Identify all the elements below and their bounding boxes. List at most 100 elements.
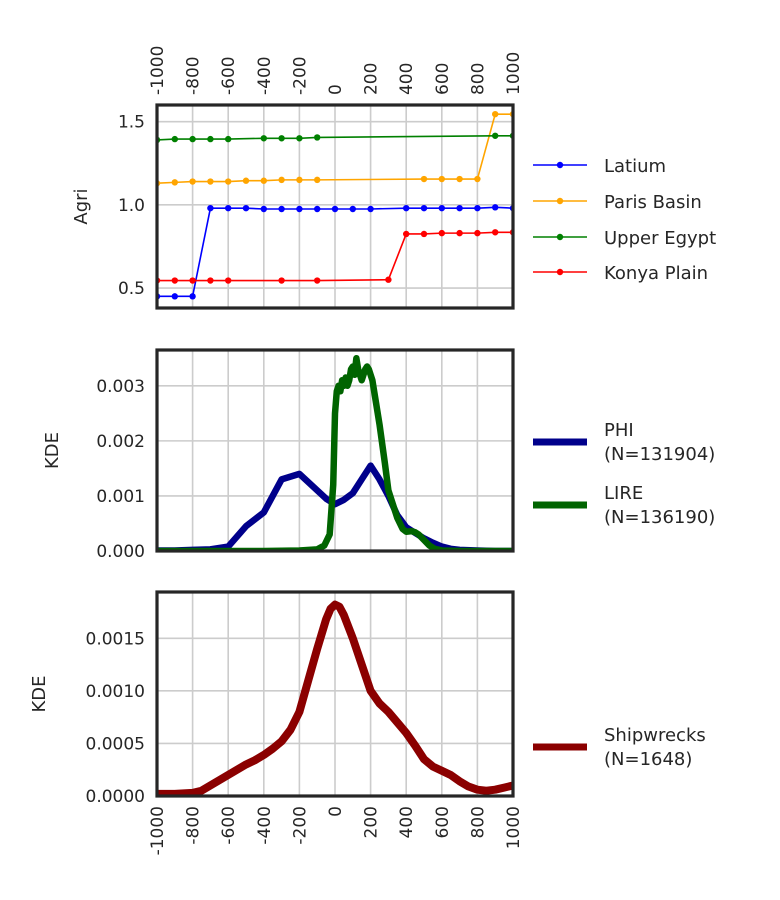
legend-count: (N=131904): [604, 444, 715, 465]
data-point: [314, 176, 321, 184]
y-tick-label: 0.000: [96, 542, 145, 562]
x-tick-label: -800: [184, 56, 204, 95]
data-point: [225, 277, 232, 284]
x-tick-label: -400: [255, 806, 275, 845]
data-point: [278, 135, 285, 142]
y-tick-label: 0.0005: [86, 734, 145, 754]
data-point: [438, 229, 445, 237]
x-tick-label: 0: [326, 806, 346, 817]
data-point: [189, 277, 196, 284]
legend-item: Paris Basin: [533, 192, 702, 213]
data-point: [474, 229, 481, 237]
y-tick-label: 0.0010: [86, 682, 145, 702]
data-point: [171, 135, 178, 143]
axes-frame: [155, 103, 515, 310]
x-tick-label: 1000: [504, 52, 524, 95]
shipwrecks-kde-panel: 0.0000 0.0005 0.0010 0.0015 -1000 -800 -600 -40…: [29, 590, 706, 855]
data-point: [492, 110, 499, 118]
series-group: [157, 600, 513, 796]
legend: PHI (N=131904) LIRE (N=136190): [533, 420, 715, 528]
x-tick-label: -600: [219, 56, 239, 95]
legend-item: Konya Plain: [533, 263, 708, 284]
data-point: [296, 135, 303, 142]
x-tick-label: 600: [433, 63, 453, 95]
data-point: [331, 205, 339, 213]
legend-marker: [556, 233, 564, 241]
x-tick-label: -1000: [148, 46, 168, 95]
data-point: [260, 135, 267, 142]
axes-frame: [155, 348, 515, 553]
y-axis-label: KDE: [29, 675, 50, 712]
data-point: [189, 178, 196, 185]
data-point: [189, 293, 196, 300]
series-group: [157, 110, 513, 300]
data-point: [171, 277, 178, 284]
data-point: [189, 135, 196, 143]
x-tick-label: -400: [255, 56, 275, 95]
series-group: [157, 355, 513, 551]
legend-label: Upper Egypt: [604, 228, 716, 249]
legend-label: Konya Plain: [604, 263, 708, 284]
x-tick-label: 0: [326, 84, 346, 95]
data-point: [492, 204, 499, 211]
data-point: [242, 204, 250, 212]
data-point: [207, 135, 214, 143]
data-point: [420, 204, 428, 212]
legend-label: Latium: [604, 156, 666, 177]
legend: Shipwrecks (N=1648): [533, 725, 706, 770]
data-point: [296, 176, 303, 184]
y-tick-label: 1.0: [118, 196, 145, 216]
series-line-paris-basin: [157, 113, 513, 184]
legend-label: Shipwrecks: [604, 725, 706, 746]
x-tick-label: 200: [362, 63, 382, 95]
data-point: [438, 175, 445, 183]
y-tick-label: 0.002: [96, 432, 145, 452]
inscriptions-kde-panel: 0.000 0.001 0.002 0.003 KDE PHI (N=131904) LIRE…: [42, 348, 715, 562]
series-line-phi: [157, 462, 513, 551]
data-point: [278, 205, 285, 213]
data-point: [456, 204, 463, 212]
y-tick-label: 1.5: [118, 113, 145, 133]
legend-marker: [556, 268, 564, 276]
data-point: [403, 204, 410, 212]
data-point: [420, 175, 428, 183]
data-point: [171, 179, 178, 186]
x-tick-label: 800: [468, 63, 488, 95]
data-point: [278, 277, 285, 284]
data-point: [260, 205, 267, 213]
data-point: [260, 177, 267, 184]
y-axis-label: KDE: [42, 432, 63, 469]
data-point: [314, 277, 321, 284]
data-point: [171, 293, 178, 300]
data-point: [403, 230, 410, 238]
legend-item: Upper Egypt: [533, 228, 716, 249]
data-point: [456, 175, 463, 183]
data-point: [474, 204, 481, 212]
data-point: [474, 175, 481, 183]
legend-item: PHI (N=131904): [533, 420, 715, 465]
legend-item: Shipwrecks (N=1648): [533, 725, 706, 770]
x-tick-label: -1000: [148, 806, 168, 855]
x-tick-label: -800: [184, 806, 204, 845]
data-point: [207, 178, 214, 185]
x-tick-label: -200: [290, 806, 310, 845]
legend-item: Latium: [533, 156, 666, 177]
x-tick-label: 200: [362, 806, 382, 838]
legend-label: Paris Basin: [604, 192, 702, 213]
x-tick-label: 800: [468, 806, 488, 838]
data-point: [492, 132, 499, 139]
y-tick-label: 0.5: [118, 279, 145, 299]
x-tick-label: 400: [397, 63, 417, 95]
legend-marker: [556, 161, 564, 169]
axes-frame: [155, 590, 515, 798]
data-point: [438, 204, 445, 212]
data-point: [492, 229, 499, 236]
data-point: [278, 176, 285, 184]
y-tick-label: 0.001: [96, 487, 145, 507]
data-point: [420, 230, 428, 238]
data-point: [367, 205, 374, 213]
x-tick-label: -600: [219, 806, 239, 845]
data-point: [207, 277, 214, 284]
data-point: [314, 205, 321, 213]
